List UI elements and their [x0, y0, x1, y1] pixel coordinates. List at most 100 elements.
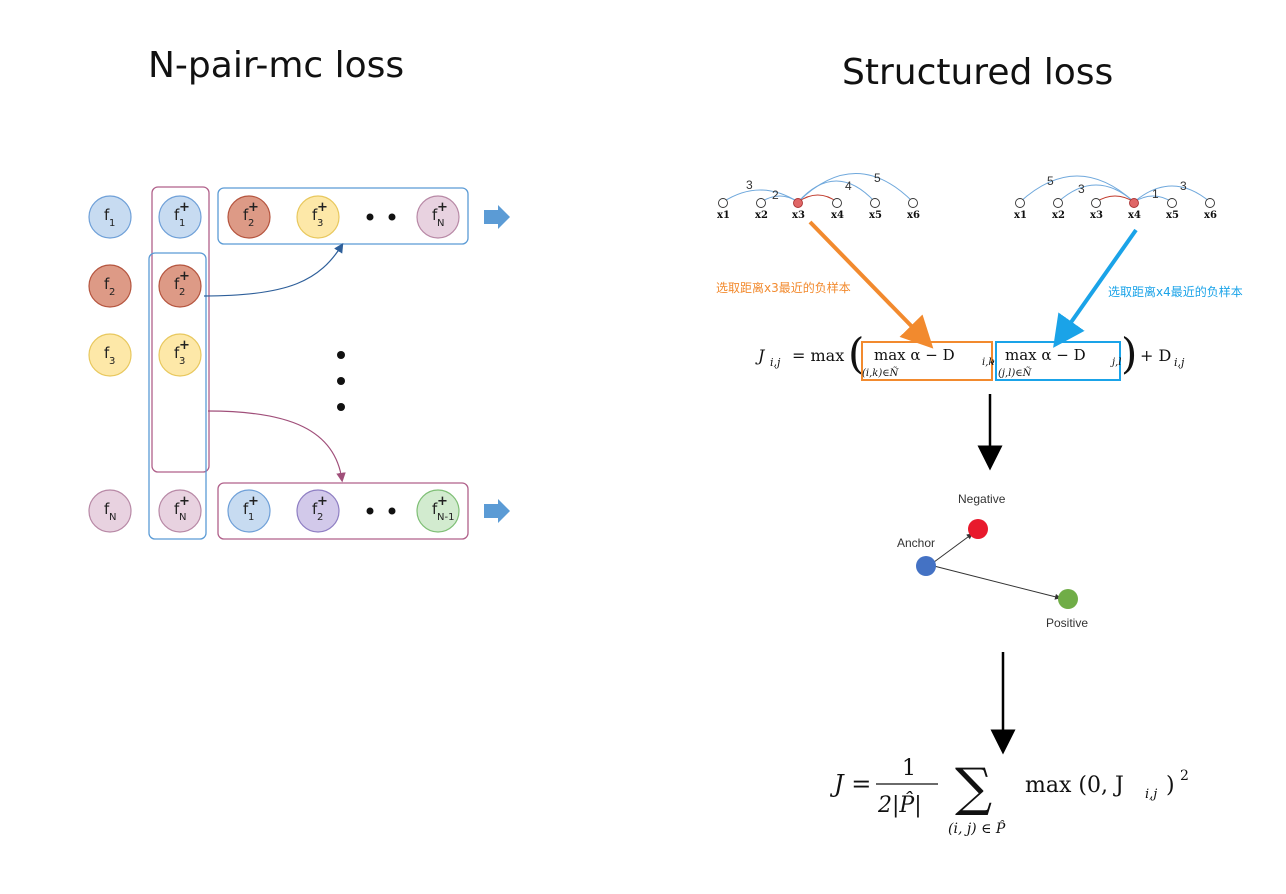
- connector-pink: [207, 410, 346, 483]
- node-base: f: [174, 275, 180, 293]
- feature-node: f N +: [416, 195, 460, 239]
- graph-node-label: x6: [907, 210, 920, 221]
- graph-node: [756, 198, 766, 208]
- graph-left: 3 2 4 5: [722, 171, 914, 203]
- svg-text:i,j: i,j: [770, 356, 781, 369]
- node-subscript: 3: [109, 356, 115, 367]
- ellipsis-dot: [388, 507, 396, 515]
- node-subscript: 2: [179, 287, 185, 298]
- node-subscript: N: [437, 218, 444, 229]
- node-base: f: [104, 275, 110, 293]
- node-subscript: 1: [179, 218, 185, 229]
- graph-node-label: x4: [1128, 210, 1141, 221]
- svg-text:1: 1: [902, 756, 916, 781]
- svg-text:= max: = max: [792, 346, 844, 365]
- negative-point: [968, 519, 988, 539]
- node-superscript: +: [179, 269, 190, 284]
- graph-node-label: x3: [1090, 210, 1103, 221]
- feature-node: f 2 +: [227, 195, 271, 239]
- node-subscript: 1: [109, 218, 115, 229]
- positive-point: [1058, 589, 1078, 609]
- node-subscript: 2: [109, 287, 115, 298]
- vertical-ellipsis-dot: [337, 403, 345, 411]
- term2-box: [995, 341, 1121, 381]
- svg-text:J: J: [755, 346, 766, 365]
- graph-node: [718, 198, 728, 208]
- blue-column-box: [148, 252, 207, 540]
- svg-text:): ): [1121, 329, 1137, 378]
- node-superscript: +: [317, 494, 328, 509]
- npair-title: N-pair-mc loss: [148, 45, 405, 86]
- node-superscript: +: [437, 494, 448, 509]
- vertical-ellipsis-dot: [337, 351, 345, 359]
- svg-text:max α − D: max α − D: [1005, 346, 1086, 364]
- note-left: 选取距离x3最近的负样本: [716, 280, 851, 295]
- right-arrow-icon: [484, 499, 510, 523]
- feature-node: f 2 +: [296, 489, 340, 533]
- node-base: f: [104, 206, 110, 224]
- graph-node: [870, 198, 880, 208]
- node-subscript: N: [109, 512, 116, 523]
- node-superscript: +: [248, 494, 259, 509]
- svg-text:2: 2: [1180, 768, 1189, 784]
- graph-node: [1167, 198, 1177, 208]
- graph-node: [1091, 198, 1101, 208]
- svg-text:(: (: [848, 329, 864, 378]
- edge-label: 5: [874, 171, 881, 185]
- ellipsis-dot: [366, 507, 374, 515]
- svg-text:2|P̂|: 2|P̂|: [877, 792, 922, 818]
- triplet-diagram: Negative Anchor Positive: [897, 492, 1088, 630]
- feature-node: f 3 +: [296, 195, 340, 239]
- anchor-label: Anchor: [897, 536, 935, 550]
- equation-j-ij: J i,j = max ( max α − D i,k (i,k)∈Ñ , ma…: [755, 329, 1185, 381]
- node-base: f: [432, 206, 438, 224]
- svg-text:i,j: i,j: [1145, 787, 1157, 802]
- node-subscript: N: [179, 512, 186, 523]
- anchor-point: [916, 556, 936, 576]
- positive-label: Positive: [1046, 616, 1088, 630]
- graph-node: [793, 198, 803, 208]
- ellipsis-dot: [366, 213, 374, 221]
- graph-node-label: x1: [717, 210, 730, 221]
- negative-label: Negative: [958, 492, 1006, 506]
- svg-text:+ D: + D: [1140, 346, 1171, 365]
- ellipsis-dot: [388, 213, 396, 221]
- graph-node-label: x3: [792, 210, 805, 221]
- note-right: 选取距离x4最近的负样本: [1108, 284, 1243, 299]
- node-base: f: [312, 500, 318, 518]
- feature-node: f 2 +: [158, 264, 202, 308]
- node-base: f: [104, 344, 110, 362]
- svg-text:max α − D: max α − D: [874, 346, 955, 364]
- svg-text:(i,k)∈Ñ: (i,k)∈Ñ: [862, 367, 900, 379]
- graph-right: 5 3 1 3: [1019, 174, 1211, 203]
- feature-node: f N +: [158, 489, 202, 533]
- graph-node: [1205, 198, 1215, 208]
- svg-text:j,l: j,l: [1110, 357, 1121, 368]
- node-subscript: N-1: [437, 512, 454, 523]
- edge-label: 4: [845, 179, 852, 193]
- svg-text:(i, j) ∈ P̂: (i, j) ∈ P̂: [948, 819, 1006, 837]
- svg-text:i,k: i,k: [982, 357, 994, 368]
- pink-column-box: [151, 186, 210, 473]
- node-superscript: +: [179, 494, 190, 509]
- node-base: f: [243, 500, 249, 518]
- graph-node-label: x6: [1204, 210, 1217, 221]
- svg-text:,: ,: [991, 348, 996, 366]
- edge-label: 3: [746, 178, 753, 192]
- node-base: f: [174, 206, 180, 224]
- feature-node: f 1 +: [158, 195, 202, 239]
- edge-label: 2: [772, 188, 779, 202]
- svg-text:i,j: i,j: [1174, 356, 1185, 369]
- svg-text:J =: J =: [829, 770, 871, 798]
- node-superscript: +: [437, 200, 448, 215]
- right-arrow-icon: [484, 205, 510, 229]
- graph-node: [908, 198, 918, 208]
- node-superscript: +: [179, 338, 190, 353]
- rowN-box: [217, 482, 469, 540]
- edge-label: 3: [1078, 182, 1085, 196]
- graph-node-label: x5: [869, 210, 882, 221]
- graph-left-nodes: x1 x2 x3 x4 x5 x6: [717, 198, 920, 221]
